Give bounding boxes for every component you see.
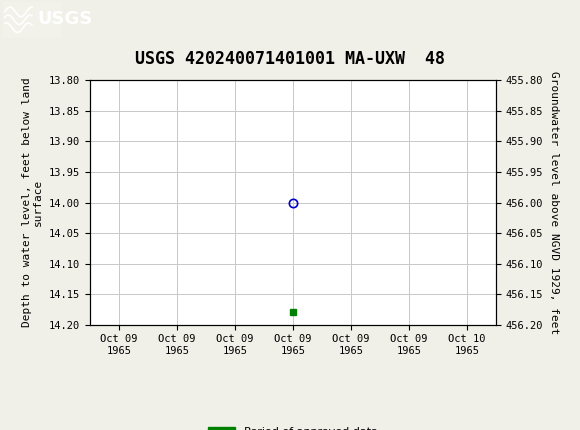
Text: USGS 420240071401001 MA-UXW  48: USGS 420240071401001 MA-UXW 48 xyxy=(135,49,445,68)
Y-axis label: Depth to water level, feet below land
surface: Depth to water level, feet below land su… xyxy=(22,78,44,327)
Legend: Period of approved data: Period of approved data xyxy=(203,422,383,430)
Text: USGS: USGS xyxy=(38,10,93,28)
Y-axis label: Groundwater level above NGVD 1929, feet: Groundwater level above NGVD 1929, feet xyxy=(549,71,559,334)
FancyBboxPatch shape xyxy=(3,2,61,37)
